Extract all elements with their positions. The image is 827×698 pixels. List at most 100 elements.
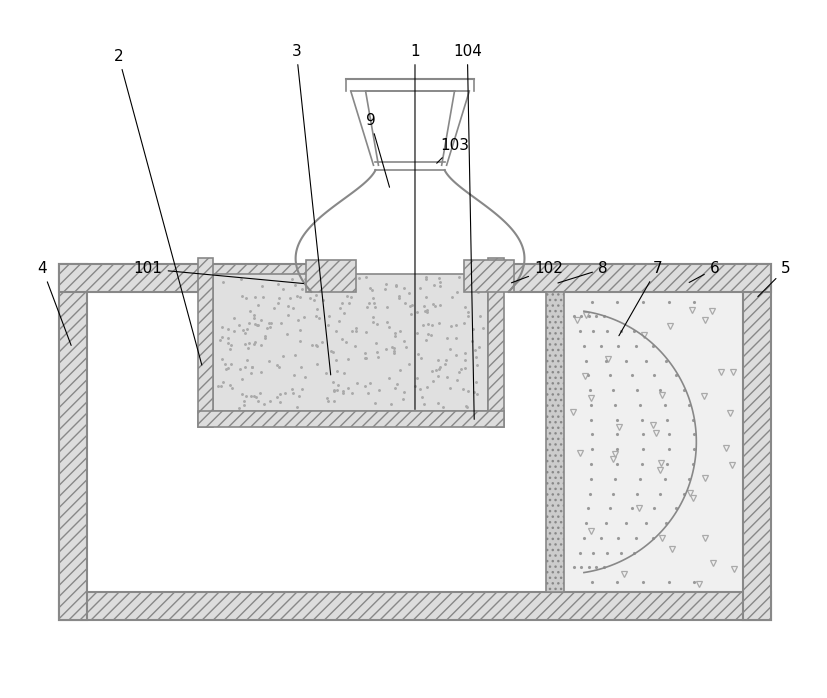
Point — [420, 381, 433, 392]
Bar — [60, 264, 87, 620]
Point — [216, 276, 229, 288]
Point — [278, 387, 291, 398]
Point — [419, 305, 433, 316]
Point — [458, 302, 471, 313]
Point — [283, 292, 296, 304]
Point — [432, 397, 445, 408]
Point — [319, 367, 332, 378]
Point — [388, 330, 401, 341]
Point — [349, 325, 362, 336]
Point — [272, 292, 285, 304]
Text: 104: 104 — [452, 44, 481, 419]
Point — [295, 283, 308, 295]
Point — [313, 279, 327, 290]
Point — [304, 339, 318, 350]
Point — [213, 334, 227, 346]
Point — [452, 366, 465, 378]
Point — [273, 389, 286, 400]
Point — [450, 286, 463, 297]
Point — [241, 355, 254, 366]
Text: 103: 103 — [436, 138, 468, 163]
Point — [248, 291, 261, 302]
Point — [436, 402, 449, 413]
Point — [215, 322, 228, 333]
Point — [433, 361, 446, 372]
Bar — [60, 264, 311, 292]
Point — [214, 381, 227, 392]
Point — [262, 317, 275, 328]
Point — [232, 320, 245, 331]
Point — [276, 283, 289, 295]
Point — [414, 352, 427, 363]
Point — [256, 292, 270, 303]
Point — [360, 301, 373, 312]
Point — [438, 355, 452, 366]
Bar — [198, 258, 213, 427]
Point — [251, 395, 264, 406]
Point — [293, 292, 306, 303]
Point — [378, 283, 391, 294]
Point — [307, 295, 320, 306]
Point — [358, 327, 371, 338]
Point — [358, 348, 371, 359]
Point — [335, 297, 348, 308]
Point — [242, 317, 256, 328]
Point — [327, 385, 340, 396]
Point — [448, 349, 461, 360]
Point — [290, 290, 304, 302]
Point — [471, 342, 485, 353]
Point — [254, 315, 267, 326]
Point — [370, 318, 383, 329]
Point — [363, 378, 376, 389]
Point — [233, 364, 246, 375]
Point — [414, 384, 427, 395]
Point — [247, 312, 261, 323]
Point — [391, 292, 404, 304]
Point — [410, 348, 423, 359]
Point — [262, 355, 275, 366]
Point — [342, 297, 356, 309]
Point — [449, 332, 462, 343]
Point — [387, 345, 400, 356]
Point — [461, 385, 474, 396]
Point — [238, 362, 251, 373]
Point — [403, 301, 416, 312]
Point — [393, 365, 406, 376]
Point — [254, 366, 267, 378]
Point — [389, 281, 402, 292]
Point — [241, 324, 254, 335]
Point — [303, 292, 316, 304]
Point — [408, 380, 421, 391]
Bar — [198, 411, 504, 427]
Point — [410, 327, 423, 339]
Point — [329, 325, 342, 336]
Point — [280, 328, 294, 339]
Point — [215, 332, 228, 343]
Point — [258, 331, 271, 342]
Point — [461, 306, 475, 318]
Text: 9: 9 — [366, 113, 389, 187]
Point — [393, 325, 406, 336]
Point — [297, 311, 310, 322]
Point — [387, 348, 400, 359]
Text: 6: 6 — [688, 262, 719, 283]
Point — [409, 372, 423, 383]
Point — [371, 351, 385, 362]
Point — [349, 322, 362, 334]
Point — [256, 281, 269, 292]
Point — [380, 302, 393, 313]
Point — [235, 373, 248, 384]
Point — [460, 401, 473, 413]
Bar — [87, 320, 742, 592]
Point — [433, 281, 447, 292]
Point — [442, 383, 456, 394]
Point — [368, 397, 381, 408]
Point — [253, 387, 266, 399]
Point — [380, 316, 393, 327]
Point — [466, 386, 480, 397]
Point — [352, 272, 366, 283]
Point — [370, 346, 384, 357]
Point — [316, 294, 329, 305]
Point — [234, 273, 247, 284]
Point — [324, 346, 337, 357]
